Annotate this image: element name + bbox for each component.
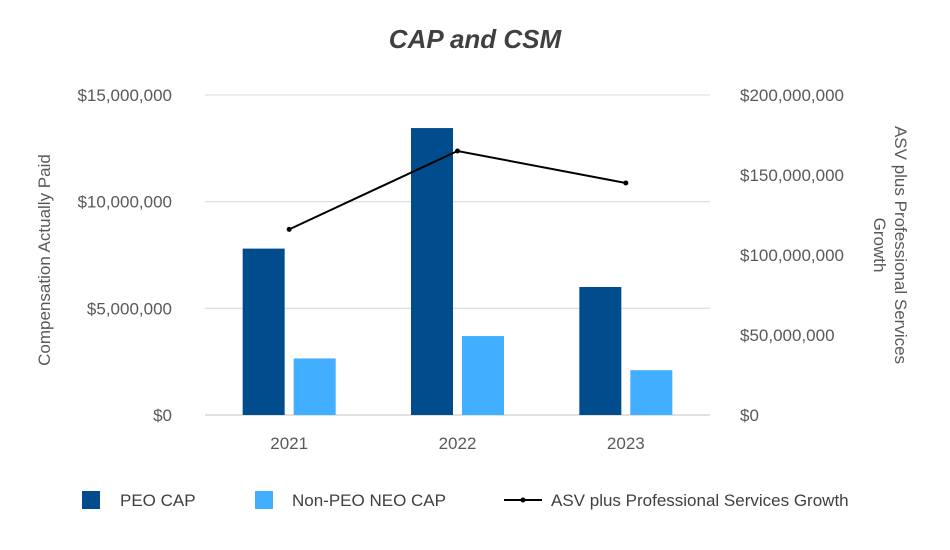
legend-swatch-peo-cap (82, 491, 100, 509)
legend-label-peo-cap: PEO CAP (120, 491, 196, 510)
left-tick-label: $15,000,000 (77, 86, 172, 105)
right-tick-label: $50,000,000 (740, 326, 835, 345)
right-tick-label: $100,000,000 (740, 246, 844, 265)
x-tick-label-2022: 2022 (439, 434, 477, 453)
bar-non-peo-neo-cap-2022 (462, 336, 504, 415)
asv-growth-point-2021 (286, 226, 292, 232)
legend: PEO CAP Non-PEO NEO CAP ASV plus Profess… (82, 491, 849, 510)
legend-marker-asv (520, 497, 526, 503)
asv-growth-point-2022 (455, 148, 460, 154)
x-tick-label-2021: 2021 (270, 434, 308, 453)
left-axis-label: Compensation Actually Paid (35, 154, 54, 366)
legend-label-asv: ASV plus Professional Services Growth (551, 491, 849, 510)
bar-peo-cap-2022 (411, 128, 453, 416)
right-axis-ticks: $0 $50,000,000 $100,000,000 $150,000,000 $20… (740, 86, 844, 425)
right-tick-label: $150,000,000 (740, 166, 844, 185)
left-tick-label: $5,000,000 (87, 299, 172, 318)
bars (242, 128, 673, 416)
x-tick-label-2023: 2023 (607, 434, 645, 453)
right-axis-label-line-2: Growth (870, 218, 889, 273)
left-tick-label: $10,000,000 (77, 193, 172, 212)
left-axis-ticks: $0 $5,000,000 $10,000,000 $15,000,000 (77, 86, 172, 425)
right-axis-label: ASV plus Professional Services Growth (870, 126, 910, 364)
right-axis-label-line-1: ASV plus Professional Services (891, 126, 910, 364)
gridlines (205, 94, 710, 416)
bar-non-peo-neo-cap-2021 (293, 358, 336, 415)
right-tick-label: $200,000,000 (740, 86, 844, 105)
chart-title: CAP and CSM (389, 24, 563, 54)
asv-growth-line (288, 149, 627, 231)
legend-swatch-non-peo-neo-cap (255, 491, 273, 509)
line-series (286, 148, 629, 232)
bar-peo-cap-2023 (579, 287, 622, 415)
bar-peo-cap-2021 (242, 248, 285, 415)
left-tick-label: $0 (153, 406, 172, 425)
asv-growth-point-2023 (623, 180, 629, 186)
legend-label-non-peo-neo-cap: Non-PEO NEO CAP (292, 491, 446, 510)
right-tick-label: $0 (740, 406, 759, 425)
bar-non-peo-neo-cap-2023 (630, 370, 673, 415)
x-axis-ticks: 2021 2022 2023 (270, 434, 644, 453)
